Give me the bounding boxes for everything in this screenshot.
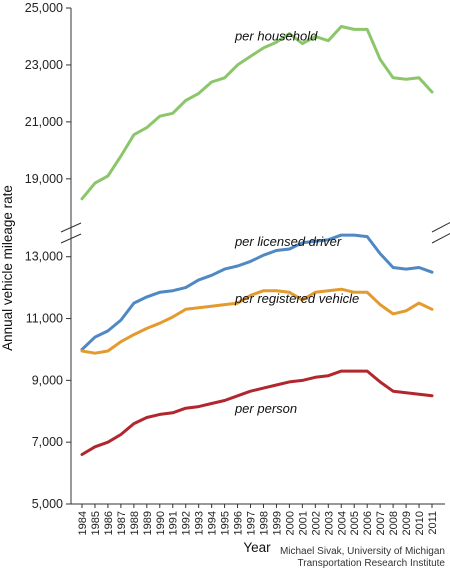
x-tick-label: 2009 [401, 511, 413, 535]
y-tick-label: 23,000 [25, 58, 63, 72]
x-tick-label: 1995 [220, 511, 232, 535]
x-tick-label: 1984 [77, 511, 89, 535]
series-line-1 [80, 233, 434, 351]
x-tick-label: 1992 [181, 511, 193, 535]
y-tick-label: 7,000 [32, 435, 63, 449]
series-line-2 [80, 287, 434, 355]
y-tick-label: 25,000 [25, 1, 63, 15]
x-tick-label: 1987 [116, 511, 128, 535]
x-tick-label: 1985 [90, 511, 102, 535]
axis-break-marks [60, 221, 450, 244]
y-axis-ticks: 5,000 7,000 9,000 11,000 13,000 19,000 21,000 2… [25, 1, 71, 511]
x-tick-label: 1996 [233, 511, 245, 535]
y-axis-title: Annual vehicle mileage rate [0, 185, 15, 351]
x-tick-label: 2006 [362, 511, 374, 535]
x-tick-label: 2005 [349, 511, 361, 535]
series-labels: per household per licensed driver per regi… [234, 29, 359, 416]
x-tick-label: 1999 [271, 511, 283, 535]
x-tick-label: 2010 [414, 511, 426, 535]
x-tick-label: 1997 [246, 511, 258, 535]
y-tick-label: 5,000 [32, 497, 63, 511]
series-line-3 [80, 369, 434, 456]
series-lines [80, 25, 434, 456]
x-tick-label: 1998 [258, 511, 270, 535]
x-axis-title: Year [243, 540, 271, 555]
break-mark-right-1 [431, 232, 450, 244]
x-axis-ticks: 1984 1985 1986 1987 1988 1989 1990 1991 1992 1993… [77, 504, 439, 535]
credit-line-1: Michael Sivak, University of Michigan [280, 546, 445, 557]
x-tick-label: 1991 [168, 511, 180, 535]
series-label-2: per registered vehicle [234, 291, 359, 306]
break-mark-left-1 [60, 233, 82, 244]
x-tick-label: 2001 [297, 511, 309, 535]
x-tick-label: 1993 [194, 511, 206, 535]
break-mark-right-0 [431, 221, 450, 233]
x-tick-label: 2008 [388, 511, 400, 535]
series-label-0: per household [234, 29, 318, 44]
x-tick-label: 1988 [129, 511, 141, 535]
series-line-0 [80, 25, 434, 201]
x-tick-label: 2011 [427, 511, 439, 535]
axes [70, 8, 445, 505]
x-tick-label: 1990 [155, 511, 167, 535]
x-tick-label: 2003 [323, 511, 335, 535]
x-tick-label: 1989 [142, 511, 154, 535]
series-label-3: per person [234, 401, 297, 416]
y-tick-label: 19,000 [25, 172, 63, 186]
y-tick-label: 21,000 [25, 115, 63, 129]
x-tick-label: 2007 [375, 511, 387, 535]
x-tick-label: 2000 [284, 511, 296, 535]
x-tick-label: 2002 [310, 511, 322, 535]
y-tick-label: 13,000 [25, 250, 63, 264]
series-label-1: per licensed driver [234, 234, 342, 249]
credit-line-2: Transportation Research Institute [298, 558, 446, 569]
break-mark-left-0 [60, 222, 82, 233]
y-tick-label: 9,000 [32, 373, 63, 387]
y-tick-label: 11,000 [26, 312, 63, 326]
x-tick-label: 1994 [207, 511, 219, 535]
x-tick-label: 2004 [336, 511, 348, 535]
x-tick-label: 1986 [103, 511, 115, 535]
